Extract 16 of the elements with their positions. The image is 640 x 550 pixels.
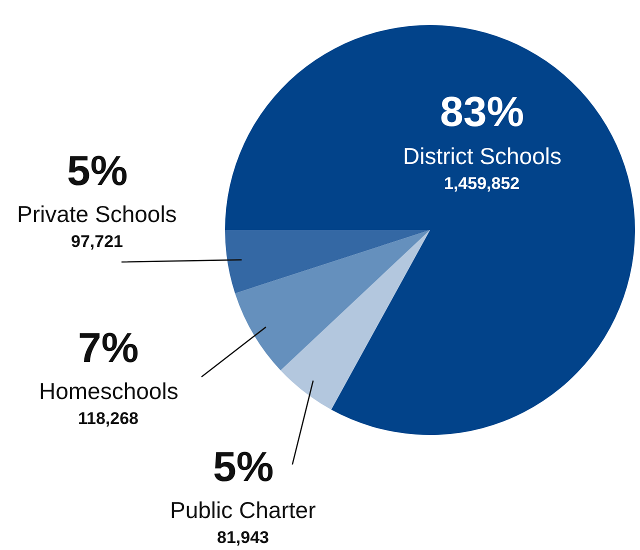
slice-label: Private Schools [17,201,177,227]
text: 97,721 [71,232,123,251]
text: 1,459,852 [444,174,520,193]
slice-label: Public Charter [170,497,316,523]
data-label: 83% [440,88,524,135]
text: 81,943 [217,528,269,547]
data-label: 5% [67,147,128,194]
slice-label: Homeschools [39,378,178,404]
pie-slice [225,230,430,294]
text: 118,268 [78,409,139,428]
slice-label: District Schools [403,143,562,169]
data-label: 5% [213,443,274,490]
data-label: 7% [78,324,139,371]
pie-slice [235,230,430,370]
pie-slice [225,25,635,435]
pie-slice [280,230,430,410]
